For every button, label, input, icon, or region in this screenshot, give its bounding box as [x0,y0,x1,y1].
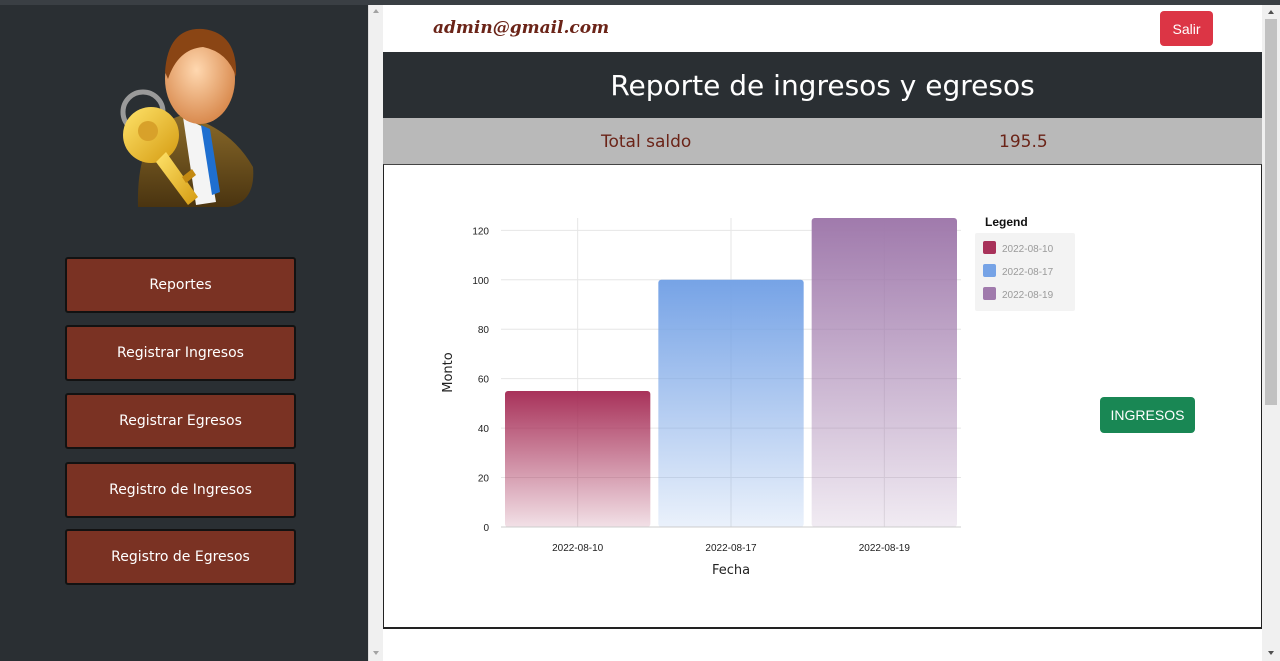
main-panel: admin@gmail.com Salir Reporte de ingreso… [383,5,1262,661]
sidebar: Reportes Registrar Ingresos Registrar Eg… [0,5,368,661]
saldo-bar: Total saldo 195.5 [383,118,1262,165]
content-divider [383,627,1262,629]
legend-box [975,233,1075,311]
y-tick-label: 60 [478,375,490,386]
legend-title: Legend [985,215,1028,229]
y-tick-label: 80 [478,325,490,336]
income-bar-chart: 0 20 40 60 80 100 120 2022-08-10 2022-08-17 2022-… [441,215,1075,578]
y-tick-label: 100 [472,276,489,287]
page-scrollbar[interactable] [1262,5,1280,661]
sidebar-item-label: Reportes [149,277,212,293]
y-tick-label: 0 [483,523,489,534]
bar-2022-08-10 [505,391,651,527]
y-tick-label: 20 [478,474,490,485]
legend-entry: 2022-08-17 [1002,267,1054,278]
bar-2022-08-19 [811,218,957,527]
y-axis-title: Monto [441,352,456,393]
sidebar-scrollbar[interactable] [368,5,383,661]
sidebar-item-registrar-ingresos[interactable]: Registrar Ingresos [65,325,296,381]
x-tick-label: 2022-08-10 [552,543,604,554]
scroll-down-icon[interactable] [1268,651,1274,655]
legend-swatch [983,264,996,277]
saldo-value: 195.5 [999,132,1048,152]
y-tick-label: 120 [472,226,489,237]
top-header: admin@gmail.com Salir [383,5,1262,52]
saldo-label: Total saldo [601,132,692,152]
sidebar-item-label: Registrar Ingresos [117,345,244,361]
ingresos-button[interactable]: INGRESOS [1100,397,1195,433]
legend-entry: 2022-08-10 [1002,244,1054,255]
bar-2022-08-17 [658,279,804,527]
window-top-strip [0,0,1280,5]
report-content: 0 20 40 60 80 100 120 2022-08-10 2022-08-17 2022-… [383,164,1262,629]
logout-button[interactable]: Salir [1160,11,1213,46]
sidebar-item-registrar-egresos[interactable]: Registrar Egresos [65,393,296,449]
legend-swatch [983,241,996,254]
sidebar-item-label: Registrar Egresos [119,413,242,429]
sidebar-item-label: Registro de Egresos [111,549,250,565]
page-title: Reporte de ingresos y egresos [383,52,1262,118]
scroll-up-icon[interactable] [373,9,379,13]
x-tick-label: 2022-08-19 [859,543,911,554]
legend-entry: 2022-08-19 [1002,290,1054,301]
admin-avatar-icon [120,28,254,207]
scroll-down-icon[interactable] [373,651,379,655]
legend-swatch [983,287,996,300]
x-tick-label: 2022-08-17 [705,543,757,554]
sidebar-item-registro-ingresos[interactable]: Registro de Ingresos [65,462,296,518]
x-axis-title: Fecha [712,563,750,578]
y-tick-label: 40 [478,424,490,435]
sidebar-item-registro-egresos[interactable]: Registro de Egresos [65,529,296,585]
scroll-up-icon[interactable] [1268,10,1274,14]
sidebar-item-label: Registro de Ingresos [109,482,252,498]
scroll-thumb[interactable] [1265,19,1277,405]
user-email: admin@gmail.com [433,18,610,38]
sidebar-item-reportes[interactable]: Reportes [65,257,296,313]
